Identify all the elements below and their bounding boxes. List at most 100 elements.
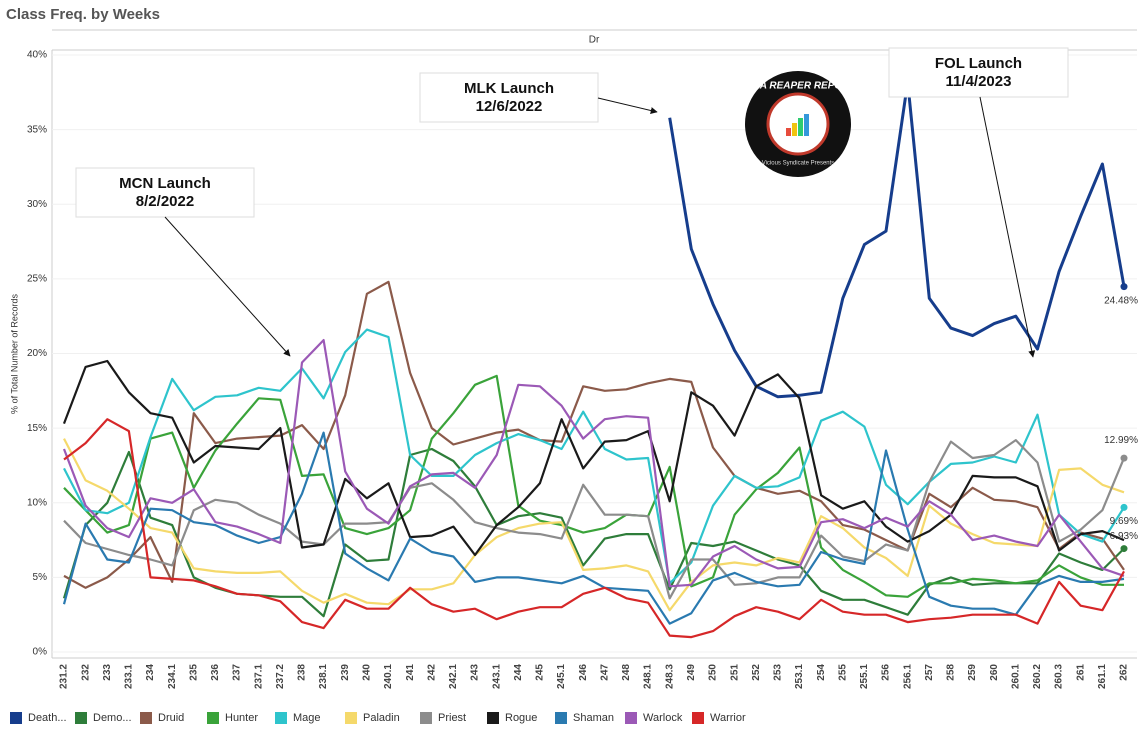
legend-label: Hunter	[225, 712, 258, 724]
legend-label: Demo...	[93, 712, 132, 724]
annotation-date: 8/2/2022	[136, 193, 194, 210]
annotation-date: 12/6/2022	[476, 98, 543, 115]
legend-label: Warrior	[710, 712, 746, 724]
x-tick-label: 261.1	[1097, 664, 1108, 689]
x-tick-label: 232	[80, 664, 91, 681]
x-tick-label: 233.1	[124, 664, 135, 689]
logo-bar	[786, 128, 791, 136]
logo-bar	[798, 118, 803, 136]
annotation-title: MLK Launch	[464, 80, 554, 97]
x-tick-label: 249	[686, 664, 697, 681]
x-tick-label: 234	[145, 664, 156, 681]
x-tick-label: 231.2	[59, 664, 70, 689]
x-tick-label: 253.1	[794, 664, 805, 689]
x-tick-label: 233	[102, 664, 113, 681]
x-tick-label: 241	[405, 664, 416, 681]
x-tick-label: 240.1	[383, 664, 394, 689]
series-line	[63, 439, 1126, 600]
legend-swatch	[207, 712, 219, 724]
x-tick-label: 236	[210, 664, 221, 681]
logo-title: DATA REAPER REPORT	[741, 81, 857, 92]
end-point	[1120, 283, 1128, 291]
x-tick-label: 252	[751, 664, 762, 681]
legend-label: Warlock	[643, 712, 683, 724]
data-label: 9.69%	[1110, 516, 1138, 527]
y-tick-label: 20%	[27, 348, 47, 359]
legend-swatch	[420, 712, 432, 724]
x-tick-label: 262	[1119, 664, 1130, 681]
x-tick-label: 240	[361, 664, 372, 681]
y-tick-label: 15%	[27, 423, 47, 434]
x-tick-label: 255	[837, 664, 848, 681]
x-tick-label: 246	[578, 664, 589, 681]
annotation-arrow	[597, 97, 658, 114]
x-tick-label: 260	[989, 664, 1000, 681]
annotation-title: MCN Launch	[119, 175, 211, 192]
legend-label: Rogue	[505, 712, 537, 724]
y-tick-label: 5%	[33, 572, 48, 583]
logo-subtitle: Vicious Syndicate Presents	[762, 161, 835, 167]
annotation-box	[888, 47, 1069, 98]
x-tick-label: 259	[967, 664, 978, 681]
legend-swatch	[10, 712, 22, 724]
annotation-date: 11/4/2023	[946, 73, 1012, 90]
series-line	[668, 80, 1126, 399]
panel-header: Dr	[589, 35, 600, 46]
x-tick-label: 238.1	[318, 664, 329, 689]
x-tick-label: 242.1	[448, 664, 459, 689]
x-tick-label: 253	[773, 664, 784, 681]
annotation-title: FOL Launch	[935, 55, 1022, 72]
legend-label: Death...	[28, 712, 67, 724]
data-label: 12.99%	[1104, 435, 1138, 446]
legend-label: Priest	[438, 712, 466, 724]
annotation-box	[419, 72, 599, 123]
legend-swatch	[275, 712, 287, 724]
legend-label: Mage	[293, 712, 321, 724]
y-tick-label: 30%	[27, 199, 47, 210]
series-line	[62, 339, 1125, 588]
chart-title: Class Freq. by Weeks	[6, 6, 160, 23]
x-tick-label: 235	[188, 664, 199, 681]
x-tick-label: 248.1	[643, 664, 654, 689]
series-line	[63, 438, 1125, 612]
legend-label: Druid	[158, 712, 184, 724]
x-tick-label: 260.3	[1054, 664, 1065, 689]
series-line	[62, 359, 1125, 557]
x-tick-label: 243	[470, 664, 481, 681]
y-tick-label: 0%	[33, 647, 48, 658]
x-tick-label: 255.1	[859, 664, 870, 689]
x-tick-label: 245	[535, 664, 546, 681]
x-tick-label: 258	[946, 664, 957, 681]
x-tick-label: 247	[599, 664, 610, 681]
x-tick-label: 242	[426, 664, 437, 681]
legend-swatch	[75, 712, 87, 724]
x-tick-label: 243.1	[491, 664, 502, 689]
x-tick-label: 260.1	[1010, 664, 1021, 689]
x-tick-label: 248	[621, 664, 632, 681]
y-tick-label: 35%	[27, 124, 47, 135]
logo-bar	[792, 123, 797, 136]
data-label: 6.93%	[1110, 531, 1138, 542]
y-tick-label: 10%	[27, 497, 47, 508]
series-line	[63, 418, 1125, 639]
x-tick-label: 237.1	[253, 664, 264, 689]
end-point	[1120, 503, 1128, 511]
end-point	[1120, 545, 1128, 553]
x-tick-label: 250	[708, 664, 719, 681]
annotation-box	[75, 167, 255, 218]
x-tick-label: 251	[729, 664, 740, 681]
y-axis-label: % of Total Number of Records	[9, 294, 19, 414]
logo-bar	[804, 114, 809, 136]
end-point	[1120, 454, 1128, 462]
x-tick-label: 239	[340, 664, 351, 681]
x-tick-label: 248.3	[664, 664, 675, 689]
series-line	[62, 431, 1125, 625]
legend-swatch	[140, 712, 152, 724]
x-tick-label: 256	[881, 664, 892, 681]
x-tick-label: 256.1	[902, 664, 913, 689]
annotation-arrow	[164, 216, 291, 357]
y-tick-label: 25%	[27, 274, 47, 285]
x-tick-label: 260.2	[1032, 664, 1043, 689]
